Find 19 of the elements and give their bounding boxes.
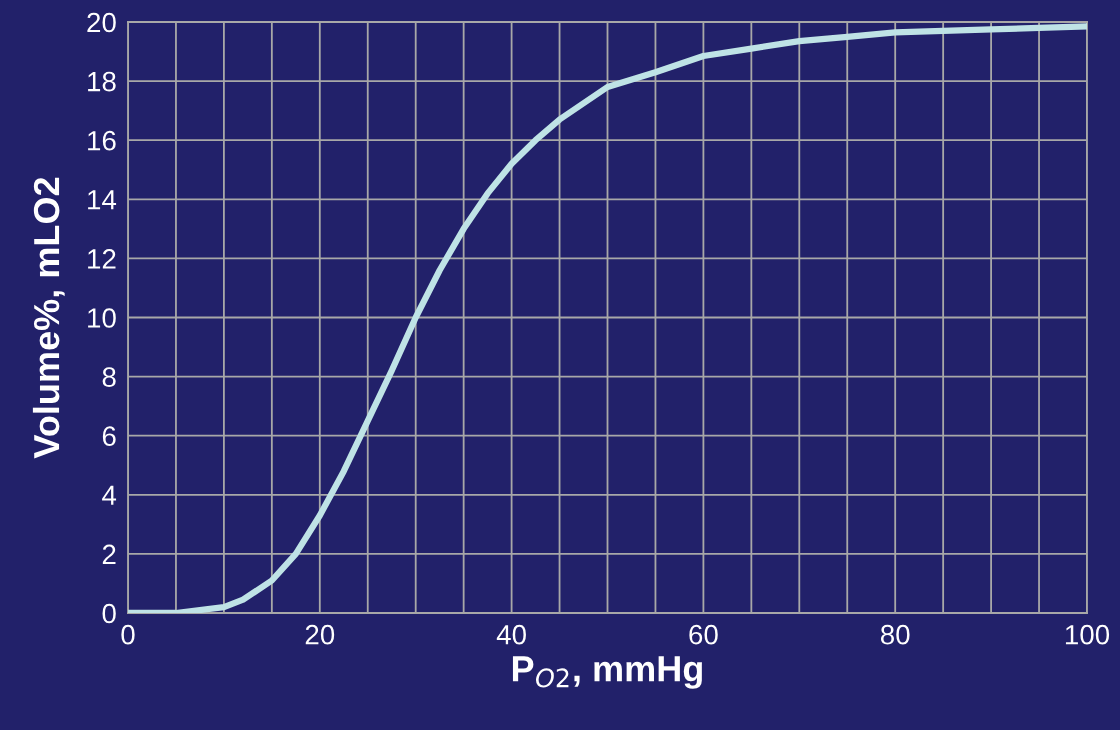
y-tick-label: 12 xyxy=(88,249,116,269)
x-tick-label: 0 xyxy=(121,624,135,645)
x-tick-label: 100 xyxy=(1065,624,1110,645)
y-tick-label: 6 xyxy=(102,426,116,447)
y-axis-title: Volume%, mLO2 xyxy=(32,177,65,459)
x-tick-label: 40 xyxy=(496,624,526,645)
y-tick-label: 4 xyxy=(102,485,117,505)
x-tick-label: 60 xyxy=(689,624,718,645)
y-tick-label: 2 xyxy=(102,544,116,564)
x-axis-title: P$_{O2}$, mmHg xyxy=(512,656,702,689)
x-tick-label: 20 xyxy=(305,624,335,645)
y-tick-label: 0 xyxy=(102,603,116,624)
y-tick-label: 10 xyxy=(88,308,116,328)
y-tick-label: 20 xyxy=(87,12,116,33)
y-tick-label: 14 xyxy=(88,190,117,210)
y-tick-label: 18 xyxy=(88,71,116,92)
y-tick-label: 8 xyxy=(102,367,116,387)
y-tick-label: 16 xyxy=(88,130,116,151)
x-tick-label: 80 xyxy=(880,624,910,645)
